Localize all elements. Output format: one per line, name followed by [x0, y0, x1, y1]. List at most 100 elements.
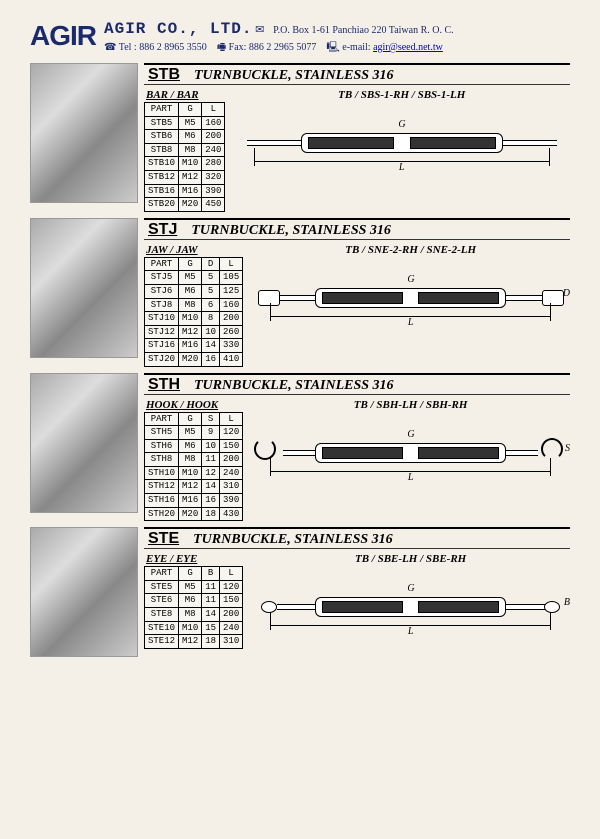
cell: STB6: [145, 130, 179, 144]
product-title: TURNBUCKLE, STAINLESS 316: [194, 68, 394, 84]
company-info: AGIR CO., LTD. ✉ P.O. Box 1-61 Panchiao …: [104, 20, 570, 57]
col-header: G: [179, 567, 202, 581]
product-code: STJ: [148, 221, 177, 239]
table-row: STH10M1012240: [145, 466, 243, 480]
product-photo: [30, 63, 138, 203]
dim-l: L: [270, 625, 551, 637]
section-ste: STETURNBUCKLE, STAINLESS 316EYE / EYEPAR…: [30, 527, 570, 657]
cell: STE12: [145, 635, 179, 649]
cell: 6: [202, 298, 220, 312]
dim-g: G: [407, 274, 414, 285]
contact-line: ☎ Tel : 886 2 8965 3550 🖷 Fax: 886 2 296…: [104, 40, 570, 57]
cell: 320: [202, 170, 225, 184]
table-row: STE12M1218310: [145, 635, 243, 649]
product-code: STE: [148, 530, 179, 548]
cell: M12: [179, 480, 202, 494]
product-code: STB: [148, 66, 180, 84]
table-row: STB10M10280: [145, 157, 225, 171]
diagram-caption: TB / SBE-LH / SBE-RH: [251, 553, 570, 565]
diagram-block: TB / SBE-LH / SBE-RHGBL: [251, 553, 570, 649]
cell: M6: [179, 284, 202, 298]
cell: M16: [179, 494, 202, 508]
page: AGIR AGIR CO., LTD. ✉ P.O. Box 1-61 Panc…: [0, 0, 600, 657]
section-stb: STB TURNBUCKLE, STAINLESS 316 BAR / BARPAR…: [30, 63, 570, 212]
cell: M12: [179, 170, 202, 184]
cell: STE10: [145, 621, 179, 635]
cell: 240: [220, 621, 243, 635]
table-row: STJ10M108200: [145, 312, 243, 326]
cell: 14: [202, 480, 220, 494]
col-header: PART: [145, 257, 179, 271]
cell: STH8: [145, 453, 179, 467]
cell: STB20: [145, 198, 179, 212]
cell: 160: [220, 298, 243, 312]
table-row: STH12M1214310: [145, 480, 243, 494]
cell: M10: [179, 312, 202, 326]
cell: M20: [179, 352, 202, 366]
table-row: STJ5M55105: [145, 271, 243, 285]
email-link[interactable]: agir@seed.net.tw: [373, 42, 443, 53]
table-caption: JAW / JAW: [146, 244, 243, 256]
col-header: G: [179, 257, 202, 271]
cell: STJ10: [145, 312, 179, 326]
col-header: L: [202, 103, 225, 117]
table-row: STH8M811200: [145, 453, 243, 467]
cell: M5: [179, 580, 202, 594]
cell: 120: [220, 580, 243, 594]
table-caption: BAR / BAR: [146, 89, 225, 101]
cell: STJ12: [145, 325, 179, 339]
col-header: B: [202, 567, 220, 581]
dim-side: S: [565, 443, 570, 454]
dim-g: G: [407, 429, 414, 440]
envelope-icon: ✉: [255, 24, 264, 36]
cell: M20: [179, 507, 202, 521]
cell: M8: [179, 298, 202, 312]
cell: 240: [202, 143, 225, 157]
title-bar: STJTURNBUCKLE, STAINLESS 316: [144, 218, 570, 240]
cell: 120: [220, 426, 243, 440]
table-row: STJ12M1210260: [145, 325, 243, 339]
tel-label: Tel :: [119, 42, 137, 53]
fax-label: Fax:: [229, 42, 247, 53]
title-bar: STHTURNBUCKLE, STAINLESS 316: [144, 373, 570, 395]
col-header: L: [220, 567, 243, 581]
cell: STH16: [145, 494, 179, 508]
cell: M8: [179, 143, 202, 157]
table-row: STH5M59120: [145, 426, 243, 440]
cell: 310: [220, 635, 243, 649]
cell: 390: [202, 184, 225, 198]
table-row: STH20M2018430: [145, 507, 243, 521]
turnbuckle-body-icon: [315, 288, 506, 308]
cell: STE8: [145, 608, 179, 622]
cell: 105: [220, 271, 243, 285]
cell: M20: [179, 198, 202, 212]
cell: STJ20: [145, 352, 179, 366]
turnbuckle-body-icon: [315, 443, 506, 463]
spec-table: PARTGLSTB5M5160STB6M6200STB8M8240STB10M1…: [144, 102, 225, 212]
product-title: TURNBUCKLE, STAINLESS 316: [194, 378, 394, 394]
col-header: G: [179, 412, 202, 426]
product-photo: [30, 218, 138, 358]
cell: STB16: [145, 184, 179, 198]
turnbuckle-body-icon: [315, 597, 506, 617]
diagram-caption: TB / SNE-2-RH / SNE-2-LH: [251, 244, 570, 256]
cell: 390: [220, 494, 243, 508]
fax-icon: 🖷: [217, 42, 229, 53]
cell: 11: [202, 453, 220, 467]
cell: STJ16: [145, 339, 179, 353]
table-row: STH6M610150: [145, 439, 243, 453]
diagram-caption: TB / SBS-1-RH / SBS-1-LH: [233, 89, 570, 101]
cell: 15: [202, 621, 220, 635]
turnbuckle-diagram: GDL: [251, 268, 570, 338]
cell: 200: [220, 453, 243, 467]
spec-table-block: HOOK / HOOKPARTGSLSTH5M59120STH6M610150S…: [144, 399, 243, 522]
cell: 330: [220, 339, 243, 353]
cell: 240: [220, 466, 243, 480]
tel-value: 886 2 8965 3550: [139, 42, 207, 53]
spec-table: PARTGBLSTE5M511120STE6M611150STE8M814200…: [144, 566, 243, 649]
col-header: PART: [145, 567, 179, 581]
table-row: STJ20M2016410: [145, 352, 243, 366]
cell: 310: [220, 480, 243, 494]
cell: 18: [202, 635, 220, 649]
product-title: TURNBUCKLE, STAINLESS 316: [193, 532, 393, 548]
